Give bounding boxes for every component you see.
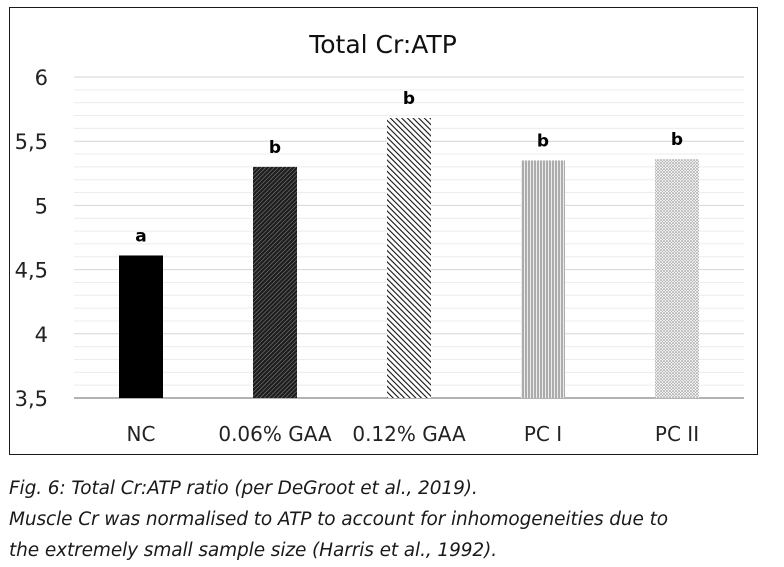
bar-chart: Total Cr:ATP 3,5 4 4,5 5 5,5 6 a b b b b NC 0.06% …: [15, 30, 744, 446]
y-tick-label: 5: [35, 194, 48, 218]
bar-0-06-gaa: [253, 166, 297, 398]
significance-label: a: [135, 226, 146, 246]
significance-label: b: [403, 89, 415, 109]
bar-pc-i: [521, 160, 565, 398]
chart-title: Total Cr:ATP: [308, 30, 457, 59]
y-tick-label: 6: [35, 66, 48, 90]
x-tick-label: 0.12% GAA: [352, 422, 466, 446]
significance-label: b: [537, 131, 549, 151]
figure-caption-line-3: the extremely small sample size (Harris …: [9, 540, 497, 561]
bar-nc: [119, 255, 163, 398]
x-tick-label: PC II: [655, 422, 699, 446]
y-tick-label: 4,5: [15, 259, 48, 283]
bar-pc-ii: [655, 159, 699, 398]
x-tick-label: 0.06% GAA: [218, 422, 332, 446]
figure-caption-line-2: Muscle Cr was normalised to ATP to accou…: [9, 509, 668, 530]
figure-caption-line-1: Fig. 6: Total Cr:ATP ratio (per DeGroot …: [9, 478, 478, 499]
bar-0-12-gaa: [387, 118, 431, 398]
x-tick-label: PC I: [524, 422, 562, 446]
y-tick-label: 5,5: [15, 130, 48, 154]
significance-label: b: [671, 130, 683, 150]
significance-label: b: [269, 138, 281, 158]
y-tick-label: 3,5: [15, 387, 48, 411]
y-tick-label: 4: [35, 323, 48, 347]
x-tick-label: NC: [127, 422, 156, 446]
